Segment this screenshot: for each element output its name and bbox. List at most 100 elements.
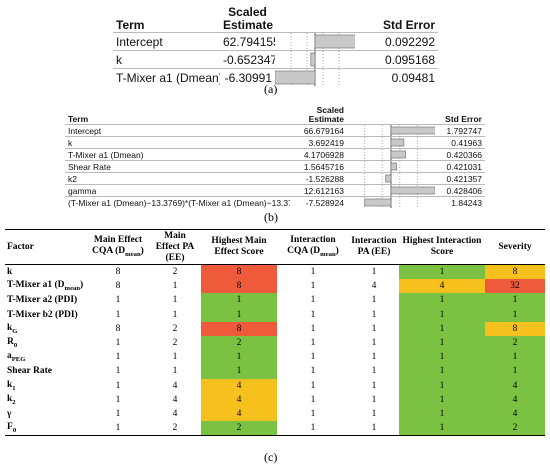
text: Main Effect CQA (D [92,234,143,256]
row: T-Mixer b2 (PDI) 1 1 1 1 1 1 1 [5,307,545,322]
header-cell: Severity [485,229,545,265]
subscript: 2 [12,398,16,406]
value-cell: 1 [115,394,121,405]
value-cell: 1 [310,338,316,349]
row: k -0.652347 0.095168 [113,50,438,69]
term: gamma [68,185,97,196]
value-cell: 1 [371,394,377,405]
bar [390,162,397,171]
value-cell: 1 [172,352,178,363]
bar-cell [347,137,435,149]
value-cell: 1 [310,352,316,363]
std-error: 0.420366 [446,149,482,160]
factor: Shear Rate [5,364,87,378]
factor: T-Mixer a1 (Dmean) [5,279,87,293]
value-cell: 1 [310,295,316,306]
score-cell: 1 [485,307,545,322]
term: T-Mixer a1 (Dmean) [116,70,220,85]
value-cell: 1 [115,408,121,419]
score-cell: 8 [485,321,545,336]
score-cell: 8 [201,321,277,336]
value-cell: 1 [371,408,377,419]
score-cell: 1 [399,378,485,393]
score-cell: 4 [485,406,545,422]
score-cell: 1 [201,364,277,379]
text: Factor [7,241,34,252]
score-cell: 2 [201,335,277,351]
factor: kG [5,322,87,336]
value-cell: 1 [310,323,316,334]
bar-plot [364,125,435,136]
score-cell: 1 [399,364,485,379]
text: ) [140,245,144,256]
bar [364,198,392,207]
text: F [7,422,13,433]
term: k2 [68,173,77,184]
subscript: 0 [12,427,17,435]
header-cell: Scaled Estimate [223,5,274,32]
bar-cell [347,149,435,161]
subscript: 0 [13,341,18,349]
row: T-Mixer a1 (Dmean) 4.1706928 0.420366 [65,148,485,161]
std-error: 0.092292 [384,34,435,49]
row: gamma 12.612163 0.428406 [65,184,485,197]
score-cell: 1 [399,264,485,280]
subscript: mean [320,250,336,258]
value-cell: 1 [371,352,377,363]
bar-plot [364,197,418,208]
term: Intercept [68,125,102,136]
bar-plot [364,161,418,172]
bar-plot [364,137,418,148]
text: γ [7,408,12,419]
caption: (a) [264,82,278,96]
value-cell: 1 [310,366,316,377]
score-cell: 4 [201,392,277,407]
score-cell: 4 [399,279,485,294]
value-cell: 4 [172,394,178,405]
header-cell: Factor [5,229,87,265]
value-cell: 1 [115,423,121,434]
score-cell: 8 [201,279,277,294]
value-cell: 1 [371,295,377,306]
score-cell: 1 [399,406,485,422]
score-cell: 4 [485,378,545,393]
value-cell: 1 [310,267,316,278]
score-cell: 1 [201,293,277,308]
header-cell: Highest Main Effect Score [201,229,277,265]
score-cell: 32 [485,279,545,294]
estimate: 66.679164 [303,125,344,136]
row: R0 1 2 2 1 1 1 2 [5,335,545,351]
bar-cell [347,197,435,208]
factor: k [5,265,87,280]
std-error: 0.095168 [384,52,435,67]
std-error: 0.421357 [446,173,482,184]
estimate: 12.612163 [303,185,344,196]
value-cell: 1 [115,338,121,349]
row: (T-Mixer a1 (Dmean)−13.3769)*(T-Mixer a1… [65,196,485,208]
term: T-Mixer a1 (Dmean) [68,149,144,160]
score-cell: 8 [201,264,277,280]
text: Shear Rate [7,366,52,377]
caption: (c) [264,450,278,464]
subscript: G [12,327,18,335]
header-row: Term Scaled Estimate Std Error [113,2,438,33]
term: k [116,52,122,67]
estimate: -6.30991 [224,70,272,85]
score-cell: 1 [399,307,485,322]
text: Interaction PA (EE) [351,236,397,257]
score-cell: 1 [399,421,485,436]
estimates-table-a: Term Scaled Estimate Std Error Intercept… [113,2,438,86]
bar [390,150,406,159]
value-cell: 1 [371,323,377,334]
value-cell: 2 [172,338,178,349]
value-cell: 1 [310,394,316,405]
term: (T-Mixer a1 (Dmean)−13.3769)*(T-Mixer a1… [68,197,290,208]
factor: T-Mixer a2 (PDI) [5,293,87,307]
factor: aPEG [5,350,87,364]
row: kG 8 2 8 1 1 1 8 [5,321,545,336]
factor: γ [5,407,87,421]
value-cell: 1 [172,295,178,306]
bar [385,174,392,183]
row: T-Mixer a2 (PDI) 1 1 1 1 1 1 1 [5,293,545,308]
